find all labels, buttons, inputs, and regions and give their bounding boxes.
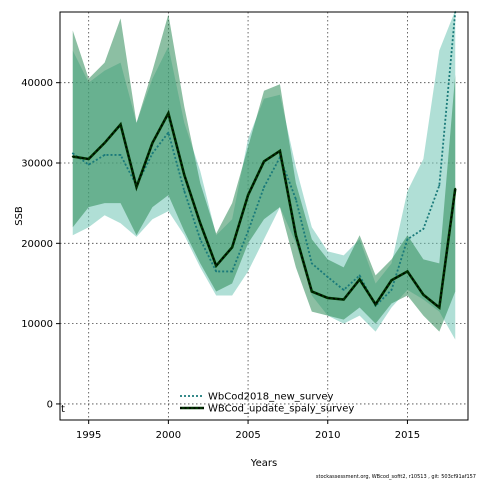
point-0-2003: [215, 270, 218, 273]
point-0-1997: [119, 154, 122, 156]
point-1-2016: [422, 293, 425, 296]
point-1-1994: [71, 155, 74, 158]
point-0-2004: [231, 270, 234, 273]
point-0-1999: [151, 152, 154, 155]
plot-frame: [59, 11, 469, 421]
point-1-2007: [279, 150, 281, 152]
point-0-2011: [342, 288, 345, 291]
point-0-2001: [183, 190, 186, 193]
confidence-bands: [72, 10, 456, 340]
point-0-2012: [358, 274, 361, 277]
point-1-2015: [406, 270, 409, 273]
footer-note: stockassessment.org, WBcod_sofit2, r1051…: [316, 474, 476, 480]
point-1-1995: [87, 158, 90, 160]
y-tick-label-0: 0: [47, 399, 53, 410]
point-0-1995: [87, 163, 90, 166]
point-0-1994: [71, 152, 74, 155]
y-axis-label: SSB: [14, 206, 25, 226]
point-0-2006: [263, 186, 265, 188]
x-tick-label-2015: 2015: [395, 430, 420, 441]
point-1-2009: [310, 290, 313, 293]
point-1-2000: [167, 112, 170, 115]
point-1-1998: [135, 186, 138, 188]
point-0-2015: [406, 238, 409, 241]
annotation-t: t: [61, 404, 65, 415]
point-0-2014: [390, 288, 393, 291]
point-0-2016: [422, 227, 425, 230]
point-0-2002: [199, 238, 202, 241]
point-0-2017: [438, 184, 441, 187]
y-tick-label-20000: 20000: [21, 239, 53, 250]
x-tick-label-2000: 2000: [156, 430, 181, 441]
y-tick-label-40000: 40000: [21, 78, 53, 89]
y-tick-label-10000: 10000: [21, 319, 53, 330]
legend: WbCod2018_new_surveyWBCod_update_spaly_s…: [180, 392, 354, 415]
point-1-2003: [215, 264, 218, 267]
point-1-2014: [390, 279, 393, 282]
point-1-2008: [294, 234, 297, 237]
point-1-1997: [119, 123, 122, 126]
legend-label-0: WbCod2018_new_survey: [208, 392, 334, 403]
point-0-1996: [103, 154, 106, 156]
x-tick-label-1995: 1995: [76, 430, 101, 441]
x-axis-label: Years: [250, 458, 277, 469]
point-0-2000: [167, 131, 170, 134]
point-1-2005: [247, 194, 249, 197]
series-lines: [71, 11, 457, 311]
point-1-2001: [183, 174, 186, 176]
point-0-2005: [247, 230, 249, 233]
x-tick-label-2010: 2010: [315, 430, 340, 441]
legend-label-1: WBCod_update_spaly_survey: [208, 404, 354, 415]
confidence-band-1: [72, 14, 456, 332]
point-1-2006: [263, 160, 265, 163]
point-1-1996: [103, 142, 106, 144]
point-1-2012: [358, 278, 361, 281]
axes: 1995 2000 2005 2010 2015 0 10000 20000 30000 4000…: [21, 78, 420, 441]
point-1-2017: [438, 306, 441, 309]
point-1-2002: [199, 222, 202, 225]
point-1-2010: [326, 297, 329, 299]
point-1-2004: [231, 246, 234, 249]
point-0-2009: [310, 262, 313, 265]
point-0-2010: [326, 276, 329, 278]
point-1-2013: [374, 303, 377, 306]
point-1-2018: [454, 187, 457, 190]
point-1-1999: [151, 142, 154, 144]
x-tick-label-2005: 2005: [235, 430, 260, 441]
y-tick-label-30000: 30000: [21, 158, 53, 169]
point-0-2008: [294, 198, 297, 201]
point-1-2011: [342, 298, 345, 301]
